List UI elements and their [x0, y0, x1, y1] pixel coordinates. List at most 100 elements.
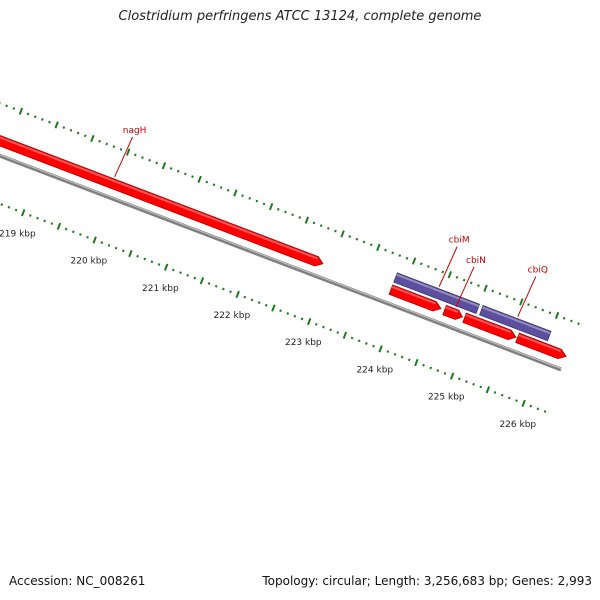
inner-major-tick: [56, 222, 62, 230]
inner-minor-tick: [36, 216, 39, 220]
inner-minor-tick: [186, 273, 189, 277]
outer-minor-tick: [405, 256, 409, 260]
inner-minor-tick: [279, 309, 282, 313]
outer-minor-tick: [562, 316, 566, 320]
inner-minor-tick: [171, 268, 175, 272]
outer-major-tick: [125, 148, 131, 156]
inner-minor-tick: [529, 404, 533, 408]
outer-major-tick: [90, 134, 95, 143]
outer-minor-tick: [83, 134, 87, 138]
inner-minor-tick: [536, 407, 540, 411]
outer-minor-tick: [319, 224, 323, 228]
outer-minor-tick: [441, 270, 445, 274]
outer-minor-tick: [498, 292, 502, 296]
gene-cbiQ-arrow[interactable]: [479, 304, 552, 342]
inner-minor-tick: [500, 393, 504, 397]
inner-minor-tick: [300, 317, 304, 321]
outer-major-tick: [519, 298, 524, 306]
inner-minor-tick: [121, 249, 125, 253]
inner-minor-tick: [107, 244, 111, 247]
gene-cbiN-arrow[interactable]: [442, 304, 463, 320]
inner-minor-tick: [257, 301, 261, 304]
outer-minor-tick: [69, 128, 73, 132]
outer-minor-tick: [312, 221, 316, 225]
outer-minor-tick: [570, 319, 573, 323]
outer-minor-tick: [133, 153, 137, 157]
gene-nagH-arrow[interactable]: [0, 115, 324, 267]
gene-cbiQ-highlight: [482, 306, 551, 335]
map-title: Clostridium perfringens ATCC 13124, comp…: [118, 9, 482, 24]
outer-minor-tick: [226, 188, 230, 192]
scale-label: 222 kbp: [213, 311, 250, 321]
inner-minor-tick: [493, 391, 497, 394]
inner-major-tick: [199, 277, 205, 285]
inner-major-tick: [271, 304, 276, 312]
scale-label: 223 kbp: [285, 338, 322, 348]
outer-minor-tick: [184, 172, 187, 176]
genome-summary-text: Topology: circular; Length: 3,256,683 bp…: [262, 574, 592, 588]
inner-minor-tick: [543, 410, 547, 413]
gene-unlabeled-arrow[interactable]: [515, 332, 567, 360]
gene-cbiQ-leader-line: [517, 276, 537, 317]
outer-minor-tick: [512, 297, 516, 301]
inner-minor-tick: [250, 298, 254, 302]
outer-minor-tick: [141, 156, 144, 159]
inner-minor-tick: [422, 363, 425, 367]
gene-unlabeled-arrow[interactable]: [462, 312, 517, 341]
gene-label-layer: nagH cbiM cbiN cbiQ: [114, 126, 548, 317]
outer-minor-tick: [369, 243, 373, 247]
inner-minor-tick: [222, 287, 225, 291]
outer-minor-tick: [41, 118, 44, 121]
inner-major-tick: [342, 331, 348, 339]
inner-minor-tick: [114, 246, 118, 250]
outer-minor-tick: [398, 254, 402, 257]
outer-major-tick: [376, 243, 381, 252]
outer-minor-tick: [334, 229, 337, 233]
outer-minor-tick: [241, 194, 244, 198]
outer-minor-tick: [384, 248, 387, 252]
outer-minor-tick: [105, 142, 109, 146]
backbone-layer: [0, 153, 562, 372]
outer-minor-tick: [355, 237, 359, 241]
inner-major-tick: [521, 399, 526, 407]
inner-major-tick: [414, 358, 419, 367]
inner-minor-tick: [179, 271, 182, 275]
inner-minor-tick: [407, 358, 411, 362]
outer-minor-tick: [348, 235, 352, 238]
inner-major-tick: [163, 263, 169, 271]
inner-minor-tick: [0, 203, 4, 206]
outer-minor-tick: [62, 126, 66, 129]
inner-minor-tick: [50, 222, 54, 226]
inner-minor-tick: [136, 254, 139, 258]
inner-minor-tick: [479, 385, 483, 389]
inner-minor-tick: [71, 230, 75, 234]
inner-minor-tick: [264, 303, 268, 307]
outer-minor-tick: [5, 104, 8, 108]
inner-minor-tick: [350, 336, 354, 340]
inner-major-tick: [92, 236, 97, 244]
inner-minor-tick: [465, 380, 468, 383]
outer-minor-tick: [577, 322, 580, 326]
gene-unlabeled-highlight: [465, 313, 512, 334]
inner-major-tick: [235, 290, 240, 299]
outer-major-tick: [233, 189, 238, 197]
gene-nagH-leader-line: [114, 136, 134, 178]
outer-major-tick: [197, 175, 202, 183]
outer-minor-tick: [12, 107, 16, 110]
gene-cbiQ-label: cbiQ: [528, 266, 548, 276]
outer-major-tick: [483, 284, 488, 292]
inner-minor-tick: [86, 235, 89, 239]
outer-major-tick: [554, 311, 560, 320]
inner-minor-tick: [29, 214, 32, 217]
scale-label: 225 kbp: [428, 393, 465, 403]
outer-major-tick: [18, 107, 24, 115]
outer-minor-tick: [112, 145, 116, 149]
outer-minor-tick: [491, 289, 495, 293]
gene-nagH-highlight: [0, 136, 318, 260]
outer-minor-tick: [298, 216, 302, 219]
outer-minor-tick: [541, 308, 545, 312]
inner-minor-tick: [207, 282, 211, 285]
gene-unlabeled-arrow[interactable]: [388, 284, 442, 312]
outer-minor-tick: [155, 161, 159, 165]
